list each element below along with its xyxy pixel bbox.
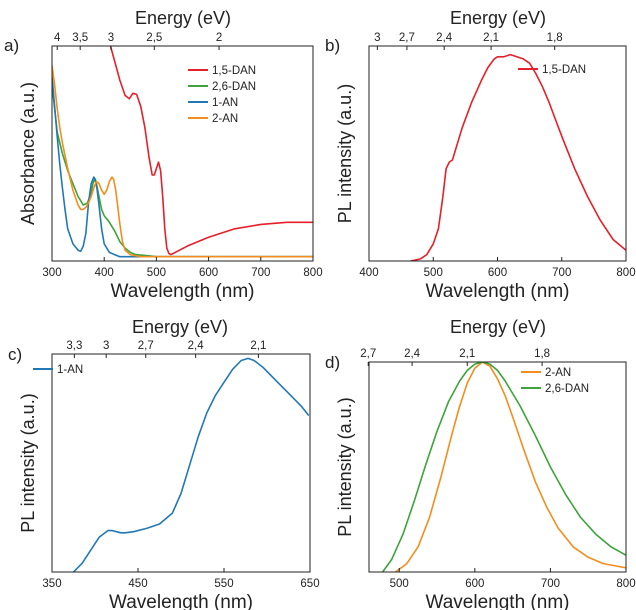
top-tick-label: 2,1 <box>250 340 266 352</box>
x-axis-title: Wavelength (nm) <box>426 592 570 610</box>
legend-label: 2,6-DAN <box>212 81 256 93</box>
legend-label: 2-AN <box>212 113 238 125</box>
legend-label: 1-AN <box>57 364 83 376</box>
plot-frame <box>368 361 627 573</box>
x-tick-label: 800 <box>616 267 635 279</box>
x-tick-label: 800 <box>616 578 635 590</box>
x-tick-label: 500 <box>424 267 443 279</box>
y-axis-title: PL intensity (a.u.) <box>18 393 38 532</box>
panel-letter: d) <box>325 353 340 372</box>
x-tick-label: 450 <box>128 578 147 590</box>
top-tick-label: 2,4 <box>404 348 421 360</box>
top-tick-label: 3,3 <box>66 340 82 352</box>
series-line-1-AN <box>52 75 313 258</box>
top-tick-label: 1,8 <box>547 32 563 44</box>
x-tick-label: 700 <box>552 267 571 279</box>
x-axis-title: Wavelength (nm) <box>109 592 253 610</box>
chart-panel-3: d) 500 600 700 800 2,7 2,4 2,1 1,8 Energy (eV) Wav… <box>325 317 636 610</box>
x-tick-label: 650 <box>300 578 319 590</box>
top-tick-label: 2,5 <box>146 32 162 44</box>
x-tick-label: 600 <box>465 578 484 590</box>
legend-label: 1,5-DAN <box>212 65 256 77</box>
plot-frame <box>51 353 311 573</box>
top-tick-label: 2 <box>216 32 222 44</box>
y-axis-title: PL intensity (a.u.) <box>335 397 355 536</box>
panel-letter: a) <box>4 36 19 55</box>
chart-panel-0: a) 300 400 500 600 700 800 4 3,5 3 2,5 2 Energy (eV)… <box>4 8 323 302</box>
series-line-2-AN <box>394 362 626 572</box>
x-tick-label: 550 <box>214 578 233 590</box>
series-line-1-AN <box>72 357 310 572</box>
series-line-2-AN <box>52 64 313 258</box>
x-tick-label: 700 <box>541 578 560 590</box>
legend-label: 2-AN <box>545 367 571 379</box>
x-tick-label: 400 <box>95 267 114 279</box>
x-tick-label: 800 <box>303 267 322 279</box>
x-axis-title: Wavelength (nm) <box>426 281 570 302</box>
top-tick-label: 2,7 <box>360 348 376 360</box>
series-line-1,5-DAN <box>409 53 626 261</box>
top-tick-label: 2,7 <box>399 32 415 44</box>
top-tick-label: 2,1 <box>483 32 499 44</box>
top-tick-label: 3 <box>103 340 109 352</box>
top-tick-label: 2,7 <box>138 340 154 352</box>
top-axis-title: Energy (eV) <box>132 317 228 337</box>
x-axis-title: Wavelength (nm) <box>111 281 255 302</box>
top-tick-label: 2,4 <box>188 340 205 352</box>
chart-panel-2: c) 350 450 550 650 3,3 3 2,7 2,4 2,1 Energy (eV) Wa… <box>8 317 320 610</box>
series-line-2,6-DAN <box>52 83 313 258</box>
top-tick-label: 4 <box>54 32 61 44</box>
top-axis-title: Energy (eV) <box>450 317 546 337</box>
x-tick-label: 300 <box>42 267 61 279</box>
top-tick-label: 3 <box>374 32 380 44</box>
series-line-1,5-DAN <box>109 46 313 256</box>
plot-frame <box>51 45 314 262</box>
x-tick-label: 500 <box>390 578 409 590</box>
x-tick-label: 500 <box>147 267 166 279</box>
x-tick-label: 600 <box>199 267 218 279</box>
panel-letter: b) <box>325 36 340 55</box>
x-tick-label: 400 <box>359 267 378 279</box>
top-tick-label: 1,8 <box>534 348 550 360</box>
x-tick-label: 600 <box>488 267 507 279</box>
top-tick-label: 2,1 <box>459 348 475 360</box>
legend-label: 1,5-DAN <box>542 64 586 76</box>
legend-label: 2,6-DAN <box>545 383 589 395</box>
panel-letter: c) <box>8 345 22 364</box>
top-tick-label: 3 <box>108 32 114 44</box>
top-axis-title: Energy (eV) <box>450 8 546 28</box>
y-axis-title: Absorbance (a.u.) <box>18 82 38 225</box>
series-line-2,6-DAN <box>381 362 626 572</box>
x-tick-label: 700 <box>251 267 270 279</box>
top-tick-label: 3,5 <box>72 32 88 44</box>
top-tick-label: 2,4 <box>436 32 453 44</box>
plot-frame <box>368 45 627 262</box>
top-axis-title: Energy (eV) <box>135 8 231 28</box>
y-axis-title: PL intensity (a.u.) <box>335 84 355 223</box>
legend-label: 1-AN <box>212 97 238 109</box>
x-tick-label: 350 <box>42 578 61 590</box>
